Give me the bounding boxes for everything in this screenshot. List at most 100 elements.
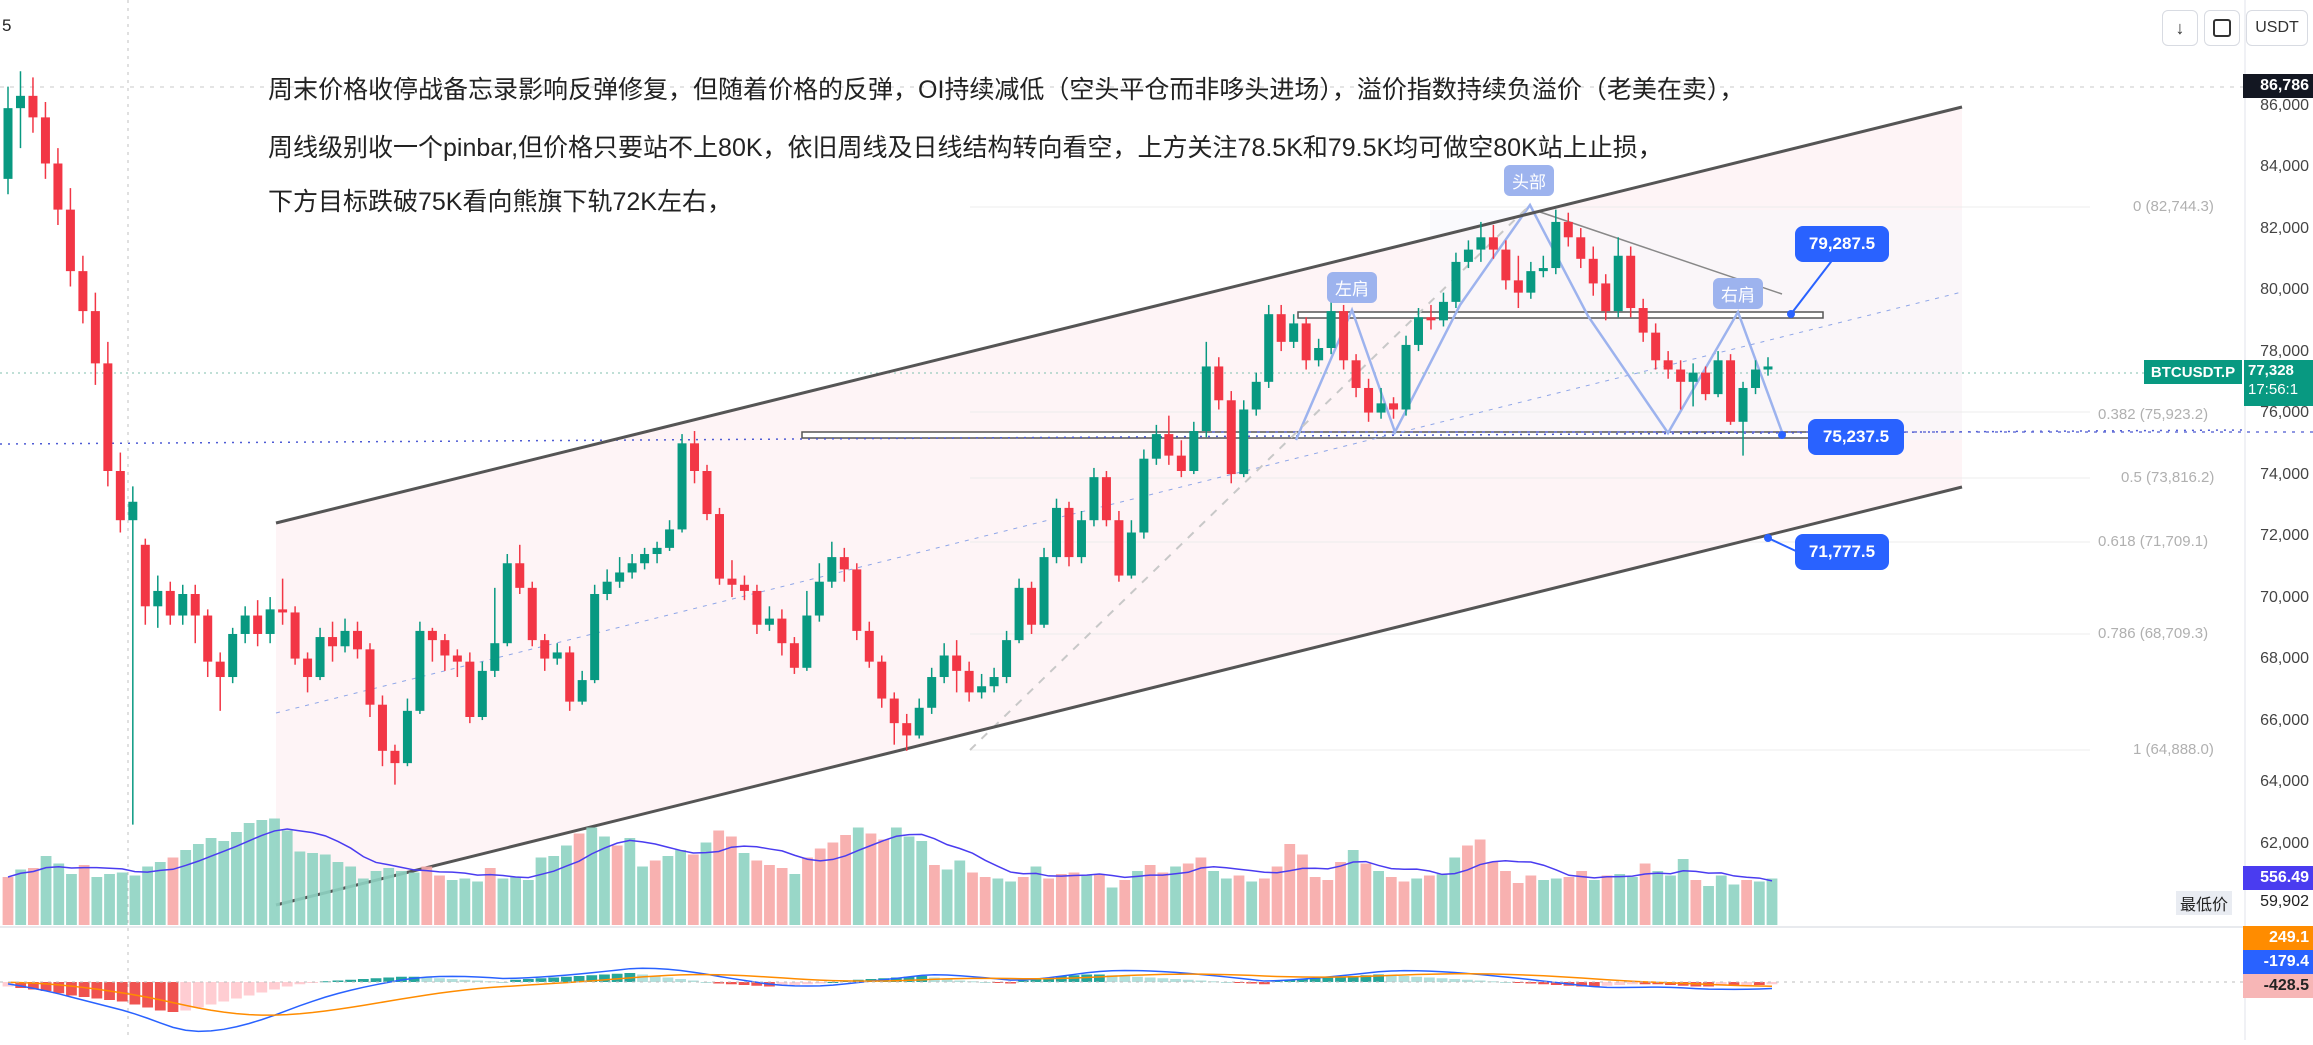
candle-body	[877, 661, 887, 699]
macd-hist-bar	[586, 975, 598, 982]
volume-bar	[1538, 880, 1549, 925]
candle-body	[852, 569, 862, 631]
candle-body	[228, 633, 238, 678]
candle-body	[902, 723, 912, 736]
macd-hist-bar	[1157, 978, 1169, 982]
y-tick-84000: 84,000	[2260, 158, 2309, 175]
macd-hist-bar	[167, 982, 179, 1012]
volume-bar	[1144, 865, 1156, 925]
volume-bar	[1677, 859, 1689, 925]
candle-body	[1226, 400, 1236, 475]
candle-body	[115, 471, 125, 521]
volume-bar	[40, 856, 52, 925]
volume-bar	[1208, 871, 1220, 925]
macd-hist-bar	[548, 977, 560, 982]
volume-bar	[91, 877, 103, 925]
macd-hist-bar	[814, 982, 826, 984]
volume-bar	[484, 868, 496, 925]
candle-body	[1401, 344, 1411, 410]
candle-body	[1114, 520, 1124, 576]
volume-bar	[459, 878, 471, 925]
candle-body	[665, 529, 675, 548]
callout-connector-71777	[1767, 537, 1799, 553]
macd-hist-bar	[256, 982, 268, 993]
candle-body	[1713, 360, 1723, 395]
currency-button[interactable]: USDT	[2246, 10, 2308, 46]
volume-bar	[1068, 872, 1080, 925]
macd-hist-bar	[1538, 982, 1549, 985]
volume-bar	[814, 848, 826, 925]
candle-body	[552, 652, 562, 659]
candle-body	[952, 655, 962, 671]
last-price: 77,328	[2248, 362, 2294, 379]
candle-body	[303, 658, 313, 678]
candle-body	[1414, 317, 1423, 345]
volume-bar	[1322, 880, 1334, 925]
volume-bar	[624, 838, 636, 925]
volume-bar	[967, 872, 978, 925]
candle-body	[914, 707, 924, 736]
callout-75237[interactable]: 75,237.5	[1808, 419, 1904, 455]
candle-body	[78, 271, 88, 312]
volume-bar	[1665, 875, 1676, 925]
macd-hist-bar	[154, 982, 166, 1011]
volume-bar	[1703, 886, 1714, 925]
callout-79287[interactable]: 79,287.5	[1795, 226, 1889, 262]
macd-hist-bar	[1411, 976, 1423, 982]
volume-bar	[1170, 866, 1181, 925]
volume-bar	[1094, 874, 1105, 925]
macd-hist-bar	[218, 982, 230, 1002]
head-shoulders-pattern	[1294, 202, 1784, 441]
volume-bar	[167, 857, 179, 925]
candle-body	[90, 311, 100, 364]
candle-body	[1538, 268, 1548, 272]
volume-bar	[878, 839, 890, 925]
volume-bar	[649, 860, 661, 925]
fib-label-0: 0 (82,744.3)	[2133, 198, 2214, 215]
candle-body	[640, 554, 650, 564]
macd-hist-bar	[1182, 979, 1194, 982]
macd-line-tag: -179.4	[2243, 950, 2313, 974]
refresh-icon[interactable]	[2204, 10, 2240, 46]
volume-bar	[954, 860, 966, 925]
volume-bar	[916, 841, 928, 925]
candle-body	[1101, 477, 1111, 521]
y-tick-78000: 78,000	[2260, 343, 2309, 360]
candle-body	[1676, 369, 1686, 382]
macd-hist-bar	[1741, 982, 1753, 985]
volume-bar	[332, 862, 344, 925]
volume-bar	[611, 845, 623, 925]
macd-hist-bar	[687, 980, 699, 982]
macd-hist-bar	[916, 976, 928, 982]
macd-hist-bar	[66, 982, 77, 996]
macd-hist-bar	[1094, 974, 1105, 982]
down-arrow-icon[interactable]: ↓	[2162, 10, 2198, 46]
candle-body	[1364, 387, 1374, 413]
volume-bar	[1627, 877, 1638, 925]
volume-bar	[573, 833, 585, 925]
candle-body	[565, 652, 575, 702]
volume-bar	[1462, 845, 1473, 925]
volume-bar	[1360, 863, 1372, 925]
note-line-3: 下方目标跌破75K看向熊旗下轨72K左右，	[268, 188, 732, 216]
macd-hist-bar	[1398, 976, 1410, 982]
macd-hist-bar	[319, 981, 331, 983]
fib-label-1: 1 (64,888.0)	[2133, 741, 2214, 758]
candle-body	[889, 698, 899, 724]
macd-hist-bar	[1347, 976, 1359, 982]
macd-hist-bar	[890, 977, 902, 982]
callout-71777[interactable]: 71,777.5	[1795, 534, 1889, 570]
y-tick-70000: 70,000	[2260, 589, 2309, 606]
candle-body	[714, 514, 724, 579]
candle-body	[15, 95, 25, 109]
timeframe-label[interactable]: 5	[2, 16, 12, 35]
y-tick-74000: 74,000	[2260, 466, 2309, 483]
volume-bar	[522, 880, 534, 925]
candle-body	[1339, 311, 1349, 361]
volume-bar	[827, 842, 839, 925]
y-tick-72000: 72,000	[2260, 527, 2309, 544]
macd-hist-bar	[1627, 982, 1638, 985]
macd-hist-bar	[243, 982, 255, 996]
volume-bar	[1398, 881, 1410, 925]
